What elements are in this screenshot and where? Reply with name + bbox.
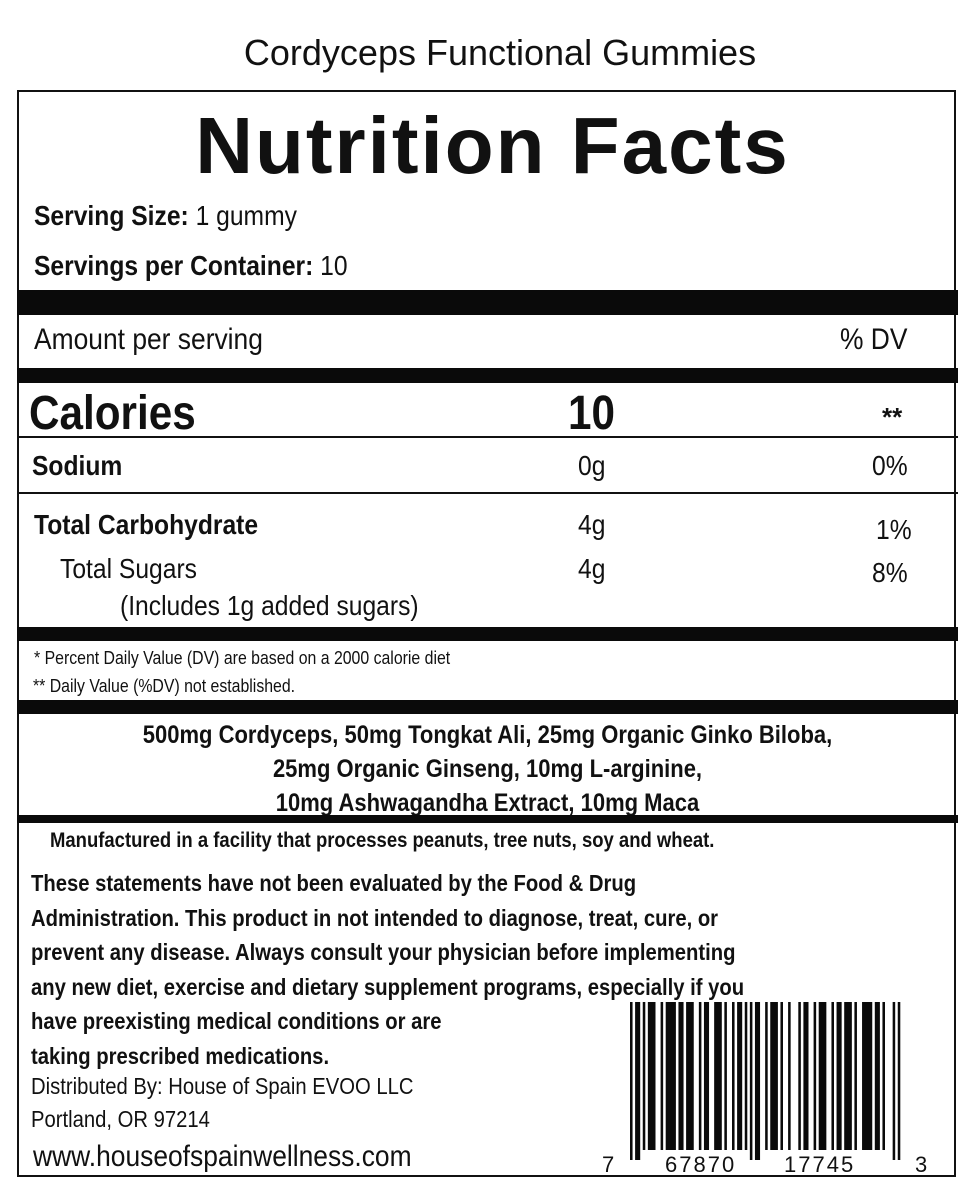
sodium-amount: 0g [578,450,606,481]
barcode-bar [732,1002,735,1150]
barcode-bar [765,1002,768,1150]
divider-thin [17,436,958,438]
barcode-bar [698,1002,702,1150]
barcode-bar [798,1002,801,1150]
barcode-bar [686,1002,694,1150]
barcode-bar [844,1002,852,1150]
added-sugars: (Includes 1g added sugars) [120,590,419,621]
distributor: Distributed By: House of Spain EVOO LLC … [31,1070,466,1136]
calories-label: Calories [29,387,196,440]
ingredients-line: 25mg Organic Ginseng, 10mg L-arginine, [272,755,703,783]
divider-thick [17,700,958,714]
barcode-bar [780,1002,783,1150]
ingredients: 500mg Cordyceps, 50mg Tongkat Ali, 25mg … [17,718,958,820]
divider-thick [17,368,958,383]
barcode-bar [635,1002,641,1160]
barcode-bar [770,1002,778,1150]
divider-thick [17,290,958,315]
divider-thick [17,627,958,641]
amount-per-serving-label: Amount per serving [34,323,263,356]
ingredients-line: 10mg Ashwagandha Extract, 10mg Maca [275,789,700,817]
barcode-bar [737,1002,743,1150]
divider-medium [17,815,958,823]
barcode-bar [862,1002,873,1150]
servings-per-container: Servings per Container: 10 [34,250,348,282]
barcode-bar [788,1002,791,1150]
sodium-label: Sodium [32,450,123,481]
barcode-bar [818,1002,827,1150]
disclaimer-line: any new diet, exercise and dietary suppl… [31,973,745,1000]
barcode-bar [897,1002,901,1160]
barcode-bar [803,1002,809,1150]
barcode-bar [665,1002,676,1150]
barcode-bar [874,1002,880,1150]
barcode-bar [892,1002,896,1160]
website-link[interactable]: www.houseofspainwellness.com [33,1140,412,1173]
barcode-bar [744,1002,748,1150]
ingredients-line: 500mg Cordyceps, 50mg Tongkat Ali, 25mg … [142,721,833,749]
barcode-bar [642,1002,646,1150]
allergen-statement: Manufactured in a facility that processe… [50,829,715,852]
calories-dv: ** [882,402,903,432]
carb-label: Total Carbohydrate [34,509,259,540]
barcode-digits-right: 17745 [784,1152,856,1177]
barcode-bar [813,1002,817,1150]
barcode-bar [647,1002,656,1150]
barcode-bar [660,1002,664,1150]
divider-thin [17,492,958,494]
barcode-digits-left: 67870 [665,1152,737,1177]
disclaimer-line: These statements have not been evaluated… [31,870,637,896]
barcode-bar [714,1002,722,1150]
barcode-bar [854,1002,857,1150]
distributor-address: Portland, OR 97214 [31,1106,210,1132]
barcode-bar [882,1002,885,1150]
fda-disclaimer: These statements have not been evaluated… [31,866,841,1073]
barcode-digit-first: 7 [602,1152,615,1177]
calories-value: 10 [568,387,615,440]
disclaimer-line: Administration. This product in not inte… [31,904,719,931]
barcode-image [630,1002,901,1160]
barcode-digit-last: 3 [915,1152,928,1177]
panel-title: Nutrition Facts [195,101,790,190]
barcode-bar [754,1002,761,1160]
barcode-bar [724,1002,727,1150]
disclaimer-line: have preexisting medical conditions or a… [31,1008,442,1034]
sugars-amount: 4g [578,553,606,584]
serving-size: Serving Size: 1 gummy [34,200,297,232]
sugars-dv: 8% [872,557,908,588]
dv-header: % DV [840,323,908,356]
barcode-bar [831,1002,834,1150]
footnote-not-established: ** Daily Value (%DV) not established. [33,676,296,696]
barcode-bar [749,1002,753,1160]
barcode-bar [703,1002,710,1150]
serving-size-value: 1 gummy [195,200,297,231]
barcode-bar [630,1002,633,1160]
product-name: Cordyceps Functional Gummies [243,32,757,73]
sugars-label: Total Sugars [60,553,197,584]
barcode-bar [836,1002,842,1150]
serving-size-label: Serving Size: [34,200,189,231]
distributor-name: Distributed By: House of Spain EVOO LLC [31,1073,414,1099]
sodium-dv: 0% [872,450,908,481]
servings-value: 10 [320,250,348,281]
carb-amount: 4g [578,509,606,540]
barcode-bar [678,1002,684,1150]
carb-dv: 1% [876,514,912,545]
disclaimer-line: taking prescribed medications. [31,1042,330,1069]
disclaimer-line: prevent any disease. Always consult your… [31,939,736,965]
footnote-dv: * Percent Daily Value (DV) are based on … [34,648,451,668]
servings-label: Servings per Container: [34,250,314,281]
